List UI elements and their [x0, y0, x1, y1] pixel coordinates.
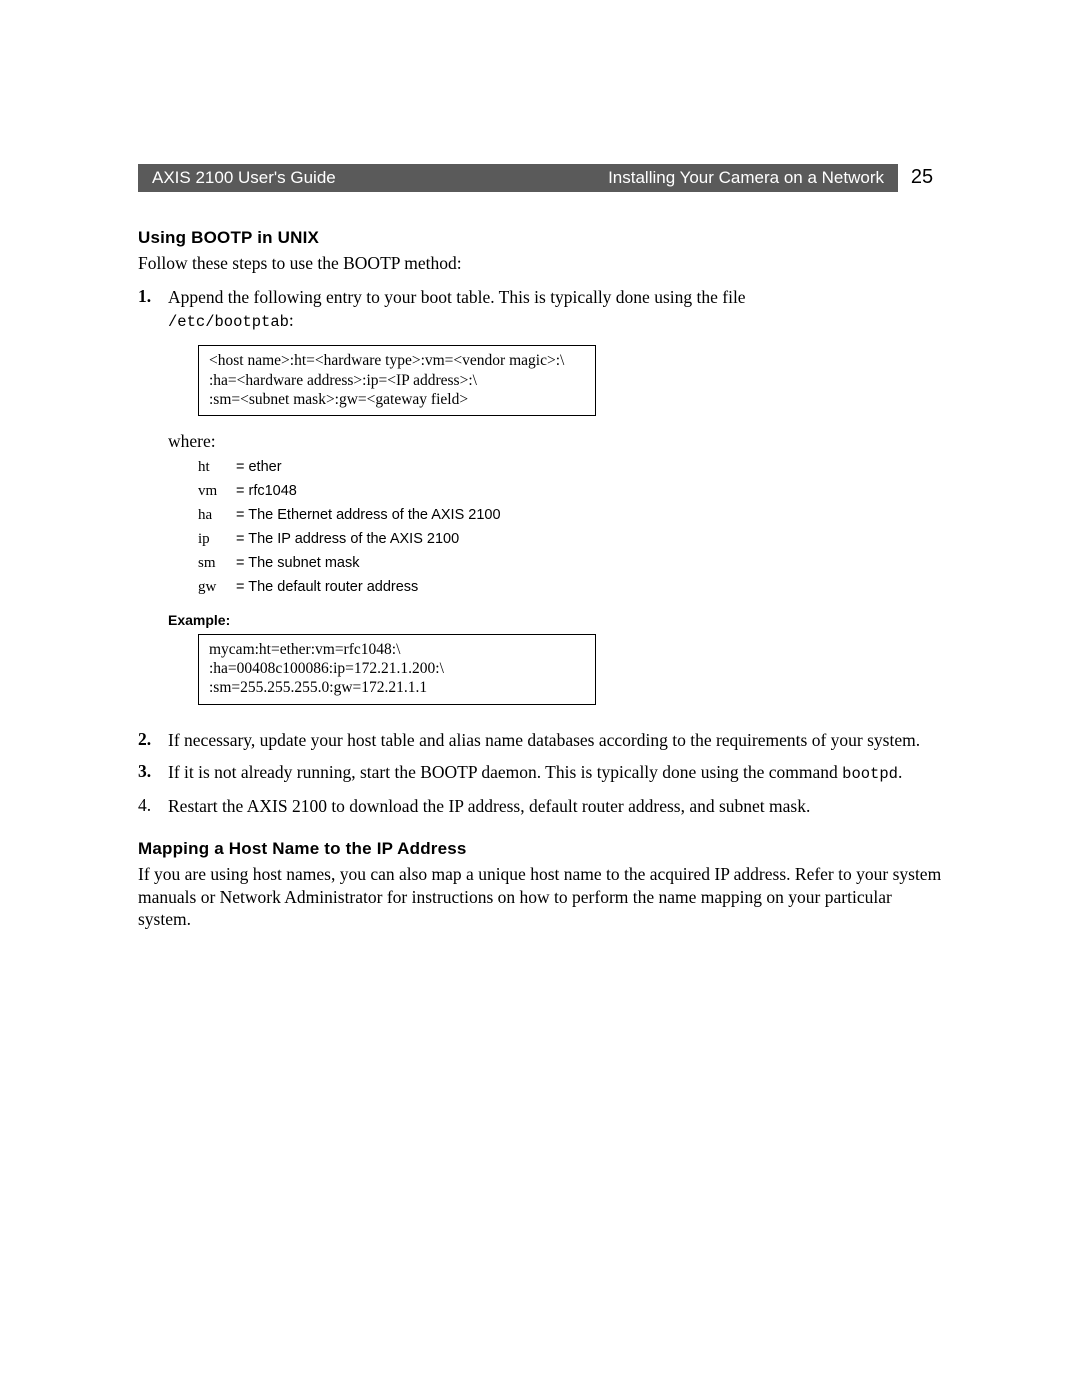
step-number: 2. — [138, 729, 168, 751]
def-abbr: ip — [198, 531, 236, 548]
def-val: = The IP address of the AXIS 2100 — [236, 531, 459, 548]
def-row: ht = ether — [198, 459, 946, 476]
step3-body: If it is not already running, start the … — [168, 761, 946, 785]
def-val: = The default router address — [236, 579, 418, 596]
step1-code-inline: /etc/bootptab — [168, 313, 289, 331]
def-abbr: ht — [198, 459, 236, 476]
def-row: ha = The Ethernet address of the AXIS 21… — [198, 507, 946, 524]
step4-text: Restart the AXIS 2100 to download the IP… — [168, 795, 946, 817]
section2-body: If you are using host names, you can als… — [138, 863, 946, 930]
step-body: Append the following entry to your boot … — [168, 286, 946, 718]
def-abbr: ha — [198, 507, 236, 524]
section1-intro: Follow these steps to use the BOOTP meth… — [138, 252, 946, 274]
def-abbr: vm — [198, 483, 236, 500]
def-row: vm = rfc1048 — [198, 483, 946, 500]
def-val: = The Ethernet address of the AXIS 2100 — [236, 507, 501, 524]
page-number: 25 — [898, 164, 946, 192]
header-bar: AXIS 2100 User's Guide Installing Your C… — [138, 164, 946, 192]
header-left-title: AXIS 2100 User's Guide — [138, 164, 440, 192]
step-number: 4. — [138, 795, 168, 817]
def-val: = ether — [236, 459, 282, 476]
step-number: 1. — [138, 286, 168, 718]
step2-text: If necessary, update your host table and… — [168, 729, 946, 751]
steps-list: 1. Append the following entry to your bo… — [138, 286, 946, 817]
step-3: 3. If it is not already running, start t… — [138, 761, 946, 785]
bootptab-example-box: mycam:ht=ether:vm=rfc1048:\ :ha=00408c10… — [198, 634, 596, 705]
definition-table: ht = ether vm = rfc1048 ha = The Etherne… — [198, 459, 946, 596]
def-row: sm = The subnet mask — [198, 555, 946, 572]
step1-code-after: : — [289, 310, 294, 330]
where-label: where: — [168, 430, 946, 452]
def-abbr: gw — [198, 579, 236, 596]
section-mapping: Mapping a Host Name to the IP Address If… — [138, 839, 946, 930]
def-val: = The subnet mask — [236, 555, 359, 572]
example-label: Example: — [168, 612, 946, 628]
page: AXIS 2100 User's Guide Installing Your C… — [138, 164, 946, 931]
section-heading-bootp: Using BOOTP in UNIX — [138, 228, 946, 248]
section-heading-mapping: Mapping a Host Name to the IP Address — [138, 839, 946, 859]
def-row: ip = The IP address of the AXIS 2100 — [198, 531, 946, 548]
step-number: 3. — [138, 761, 168, 785]
def-val: = rfc1048 — [236, 483, 297, 500]
bootptab-template-box: <host name>:ht=<hardware type>:vm=<vendo… — [198, 345, 596, 416]
step3-code: bootpd — [842, 765, 898, 783]
header-right-title: Installing Your Camera on a Network — [440, 164, 898, 192]
step-2: 2. If necessary, update your host table … — [138, 729, 946, 751]
step3-text-b: . — [898, 762, 902, 782]
step-4: 4. Restart the AXIS 2100 to download the… — [138, 795, 946, 817]
def-abbr: sm — [198, 555, 236, 572]
step-1: 1. Append the following entry to your bo… — [138, 286, 946, 718]
step3-text-a: If it is not already running, start the … — [168, 762, 842, 782]
def-row: gw = The default router address — [198, 579, 946, 596]
step1-text: Append the following entry to your boot … — [168, 287, 746, 307]
